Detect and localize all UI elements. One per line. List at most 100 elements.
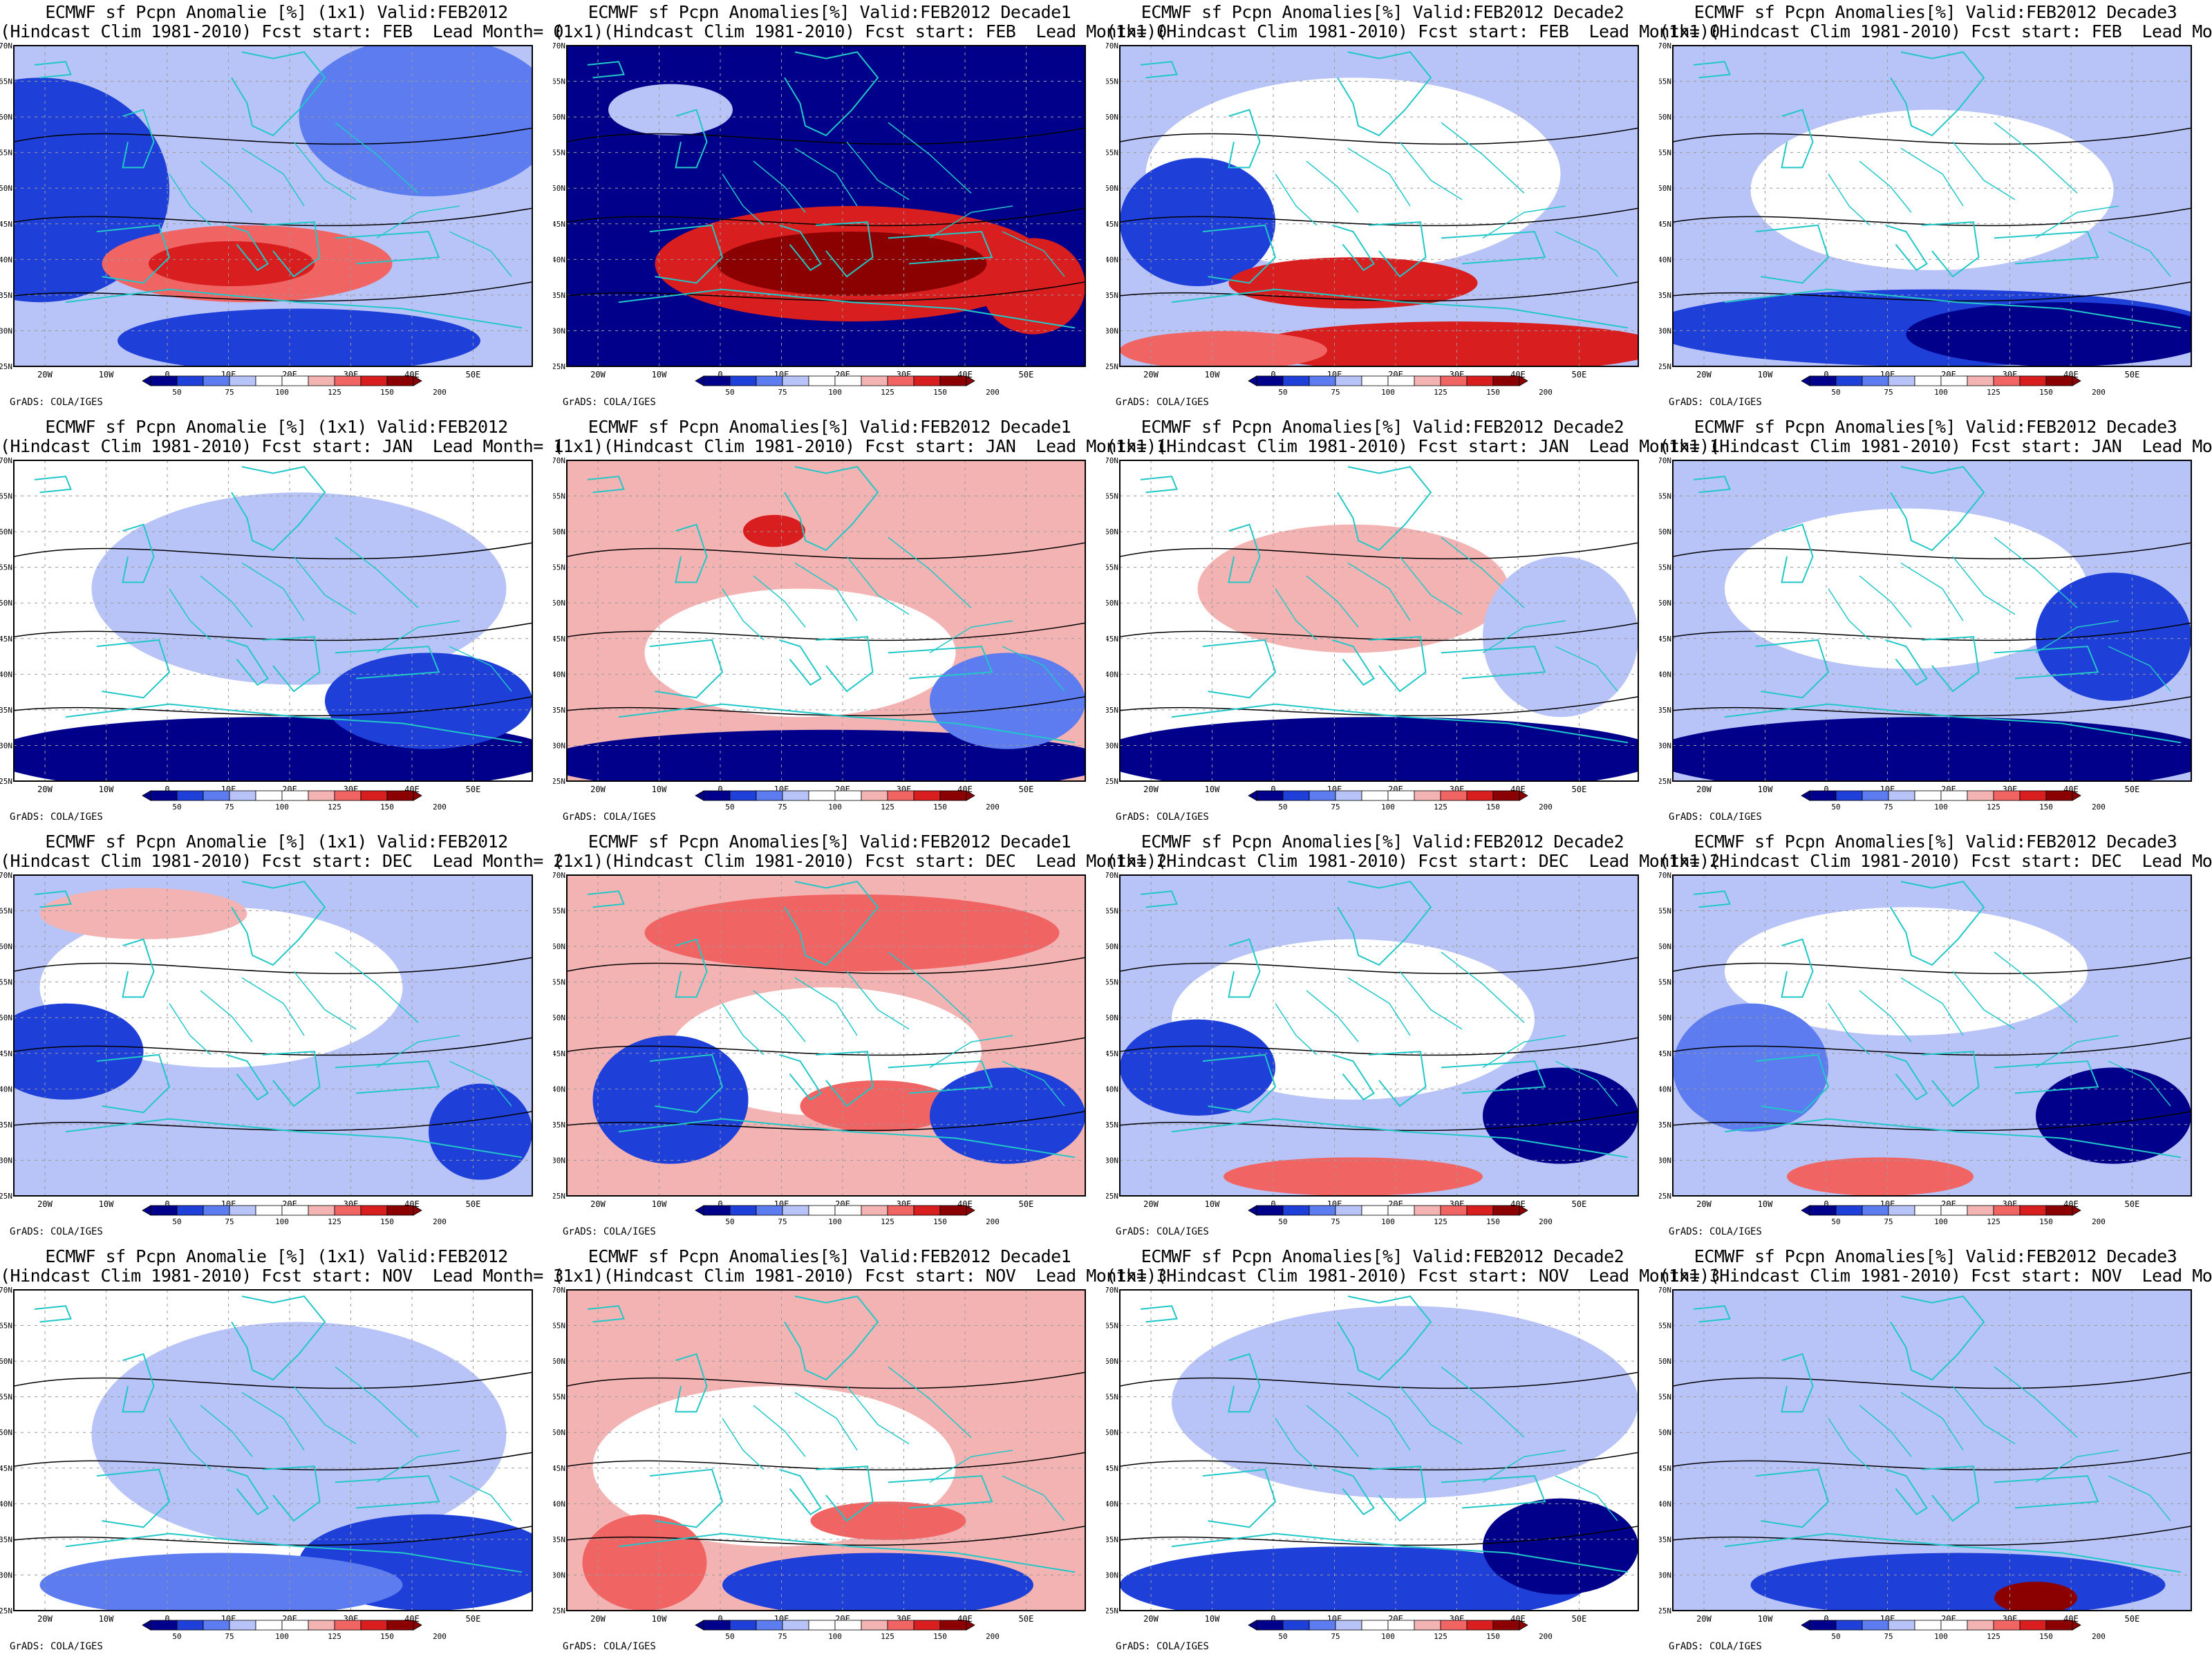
colorbar-swatch (1914, 1620, 1942, 1631)
map-frame (13, 1289, 533, 1611)
colorbar-swatch (334, 375, 362, 386)
contour-line (1673, 1111, 2191, 1132)
lon-label: 10W (1758, 785, 1773, 794)
lat-label: 70N (553, 1286, 565, 1295)
anomaly-region (2036, 572, 2191, 701)
panel-subtitle: (1x1)(Hindcast Clim 1981-2010) Fcst star… (553, 1266, 1167, 1286)
lat-label: 45N (0, 635, 12, 644)
lat-label: 35N (0, 706, 12, 715)
colorbar-label: 200 (2092, 803, 2106, 812)
country-border (376, 205, 460, 239)
colorbar-swatch (1835, 1620, 1863, 1631)
coastline (96, 224, 171, 284)
contour-line (567, 281, 1085, 302)
colorbar-label: 150 (2039, 1632, 2053, 1641)
anomaly-region (1725, 907, 2088, 1035)
country-border (1994, 122, 2078, 194)
lat-label: 55N (553, 978, 565, 987)
colorbar-label: 100 (1934, 1632, 1948, 1641)
contour-line (14, 1526, 532, 1546)
coastline (1337, 1295, 1432, 1381)
contour-line (14, 127, 532, 145)
country-border (846, 1385, 910, 1445)
colorbar-swatch (1940, 790, 1968, 801)
coastline (1368, 1051, 1427, 1107)
contour-line (1673, 696, 2191, 717)
colorbar-swatch (203, 1620, 230, 1631)
coastline (34, 890, 72, 908)
country-border (335, 951, 419, 1023)
colorbar-swatch (1466, 375, 1494, 386)
anomaly-region (1228, 257, 1478, 309)
colorbar-label: 150 (1486, 388, 1500, 397)
lat-label: 65N (1106, 492, 1118, 501)
colorbar-arrow-low (1801, 790, 1810, 801)
coastline (1228, 109, 1261, 169)
lat-label: 35N (0, 291, 12, 300)
coastline (1885, 224, 1928, 272)
lon-label: 0 (718, 1199, 722, 1209)
lat-label: 25N (553, 777, 565, 786)
contour-line (567, 1111, 1085, 1132)
anomaly-region (567, 729, 1085, 781)
colorbar-arrow-high (413, 790, 422, 801)
country-border (1859, 160, 1912, 213)
map-frame (1119, 1289, 1639, 1611)
lon-label: 0 (718, 1614, 722, 1624)
colorbar-arrow-high (966, 375, 975, 386)
country-border (2108, 1060, 2171, 1107)
lat-label: 40N (553, 1085, 565, 1094)
coastline (587, 1305, 625, 1323)
colorbar-label: 200 (986, 388, 1000, 397)
colorbar-label: 75 (225, 803, 234, 812)
colorbar-label: 200 (433, 1632, 447, 1641)
map-frame (1119, 45, 1639, 367)
lat-label: 25N (1106, 777, 1118, 786)
colorbar-label: 50 (172, 388, 181, 397)
colorbar-swatch (913, 790, 941, 801)
colorbar-swatch (1862, 375, 1889, 386)
coastline (1921, 221, 1980, 278)
country-border (169, 588, 212, 641)
panel-subtitle: (1x1)(Hindcast Clim 1981-2010) Fcst star… (1659, 1266, 2212, 1286)
colorbar-swatch (1862, 790, 1889, 801)
colorbar-swatch (281, 375, 309, 386)
colorbar-label: 200 (433, 803, 447, 812)
lat-label: 25N (1659, 362, 1671, 371)
contour-line (1673, 207, 2191, 227)
lat-label: 40N (1106, 1085, 1118, 1094)
coastline (1693, 61, 1731, 79)
coastline (1693, 1305, 1731, 1323)
grads-credit: GrADS: COLA/IGES (563, 812, 656, 823)
grads-credit: GrADS: COLA/IGES (563, 397, 656, 408)
colorbar-label: 200 (433, 388, 447, 397)
colorbar-label: 100 (1381, 1217, 1395, 1226)
contour-line (1673, 1526, 2191, 1546)
country-border (1952, 556, 2016, 615)
country-border (929, 1450, 1013, 1483)
coastline (122, 109, 155, 169)
country-border (1002, 231, 1065, 277)
lat-label: 25N (1659, 1606, 1671, 1615)
lat-label: 55N (1106, 978, 1118, 987)
lat-label: 35N (1659, 1535, 1671, 1544)
lon-label: 10W (652, 1614, 667, 1624)
lat-label: 55N (553, 1393, 565, 1402)
map-frame (566, 874, 1086, 1197)
colorbar-swatch (1387, 1205, 1415, 1216)
anomaly-field (14, 1290, 532, 1611)
lat-label: 40N (553, 670, 565, 679)
lat-label: 70N (0, 871, 12, 880)
coastline (65, 288, 523, 329)
coastline (779, 639, 822, 686)
panel-title: ECMWF sf Pcpn Anomalies[%] Valid:FEB2012… (588, 2, 1071, 22)
coastline (1921, 636, 1980, 693)
colorbar-label: 150 (380, 1217, 394, 1226)
lat-label: 35N (553, 1535, 565, 1544)
lat-label: 55N (1106, 563, 1118, 572)
lat-label: 40N (1106, 255, 1118, 264)
lon-label: 50E (2125, 785, 2140, 794)
country-border (753, 990, 806, 1042)
contour-line (1673, 127, 2191, 145)
anomaly-region (1906, 302, 2191, 366)
